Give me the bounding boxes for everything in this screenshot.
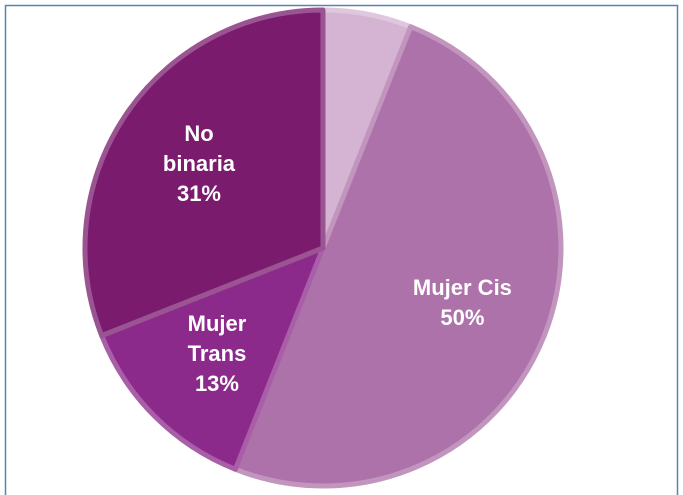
slice-label: No binaria 31% — [149, 119, 249, 209]
slice-value: 50% — [440, 305, 485, 331]
slice-category: No binaria — [162, 120, 236, 176]
slice-category: Mujer Cis — [412, 275, 512, 301]
pie-slice — [82, 7, 326, 339]
slice-label: Mujer Trans 13% — [167, 309, 267, 399]
slice-label: Mujer Cis 50% — [412, 273, 512, 333]
frame — [4, 4, 679, 495]
slice-value: 31% — [176, 180, 221, 206]
slice-value: 13% — [194, 371, 239, 397]
pie-slice — [99, 245, 326, 472]
pie-slice — [232, 24, 564, 489]
slice-category: Mujer Trans — [187, 311, 247, 367]
